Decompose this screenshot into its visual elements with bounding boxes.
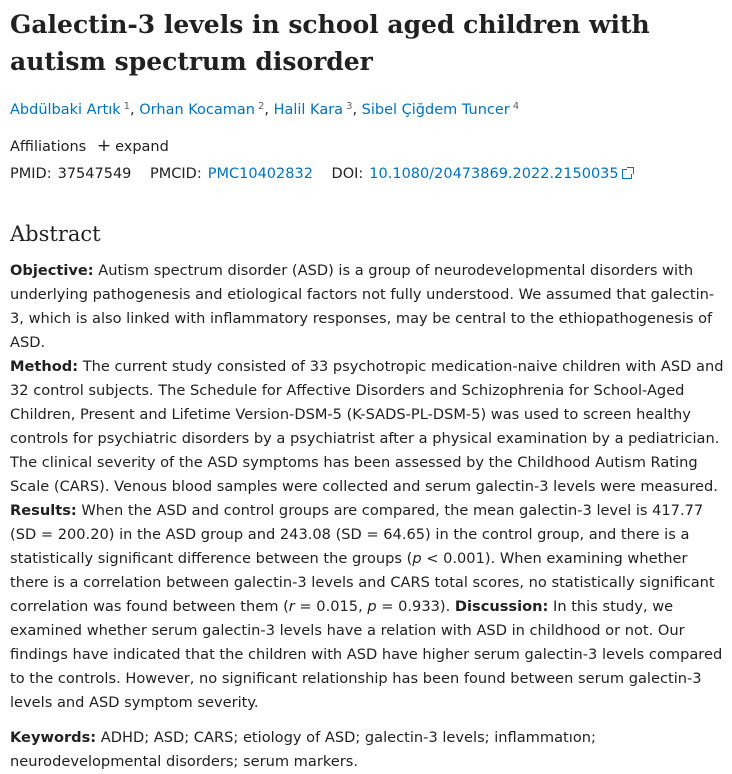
objective-label: Objective: xyxy=(10,262,94,279)
author-link[interactable]: Halil Kara xyxy=(273,102,344,118)
keywords-text: ADHD; ASD; CARS; etiology of ASD; galect… xyxy=(10,729,596,770)
author-affiliation-ref[interactable]: 3 xyxy=(346,101,353,112)
results-label: Results: xyxy=(10,502,77,519)
method-label: Method: xyxy=(10,358,79,375)
identifiers-row: PMID: 37547549 PMCID: PMC10402832 DOI: 10.1… xyxy=(10,164,726,184)
abstract-heading: Abstract xyxy=(10,222,101,246)
discussion-text: In this study, we examined whether serum… xyxy=(10,598,723,711)
p-symbol: p xyxy=(412,550,422,567)
expand-label: expand xyxy=(115,139,169,155)
author-affiliation-ref[interactable]: 4 xyxy=(512,101,520,112)
discussion-label: Discussion: xyxy=(454,598,549,615)
pmcid-label: PMCID: xyxy=(150,166,202,182)
author-affiliation-ref[interactable]: 1 xyxy=(123,101,131,112)
results-text: < 0.001). When examining whether there i… xyxy=(10,550,715,615)
affiliations-row: Affiliations + expand xyxy=(10,137,726,157)
keywords-label: Keywords: xyxy=(10,729,97,746)
external-link-icon xyxy=(621,167,634,179)
pmcid-link[interactable]: PMC10402832 xyxy=(207,166,313,182)
doi-label: DOI: xyxy=(331,166,364,182)
results-text: = 0.015, xyxy=(294,598,368,615)
results-text: = 0.933). xyxy=(376,598,451,615)
method-text: The current study consisted of 33 psycho… xyxy=(10,358,724,495)
article-title: Galectin-3 levels in school aged childre… xyxy=(10,10,650,76)
doi-link[interactable]: 10.1080/20473869.2022.2150035 xyxy=(369,166,634,182)
keywords-section: Keywords: ADHD; ASD; CARS; etiology of A… xyxy=(10,726,726,774)
doi-value: 10.1080/20473869.2022.2150035 xyxy=(369,166,619,182)
abstract-body: Objective: Autism spectrum disorder (ASD… xyxy=(10,259,726,715)
results-text: When the ASD and control groups are comp… xyxy=(10,502,704,567)
affiliations-expand-button[interactable]: + expand xyxy=(96,136,169,156)
p-symbol: p xyxy=(367,598,377,615)
author-link[interactable]: Abdülbaki Artık xyxy=(10,102,121,118)
plus-icon: + xyxy=(96,136,112,156)
pmid-value: 37547549 xyxy=(57,166,132,182)
affiliations-label: Affiliations xyxy=(10,139,87,155)
objective-text: Autism spectrum disorder (ASD) is a grou… xyxy=(10,262,715,351)
pmid-label: PMID: xyxy=(10,166,52,182)
author-link[interactable]: Orhan Kocaman xyxy=(139,102,255,118)
author-list: Abdülbaki Artık 1, Orhan Kocaman 2, Halil … xyxy=(10,101,520,118)
author-affiliation-ref[interactable]: 2 xyxy=(257,101,265,112)
author-link[interactable]: Sibel Çiğdem Tuncer xyxy=(361,102,510,118)
article-page: Galectin-3 levels in school aged childre… xyxy=(10,0,726,774)
r-symbol: r xyxy=(288,598,295,615)
